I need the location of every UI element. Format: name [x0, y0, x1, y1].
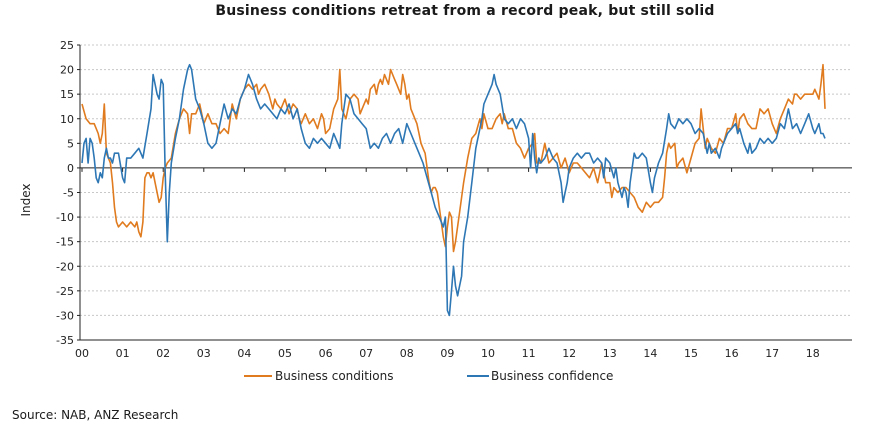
x-tick-label: 12 [562, 347, 576, 360]
x-tick-label: 14 [643, 347, 657, 360]
series-line-business-confidence [81, 63, 826, 317]
y-tick-label: -5 [63, 187, 74, 200]
series-line-business-conditions [81, 63, 826, 253]
x-tick-label: 10 [481, 347, 495, 360]
source-note: Source: NAB, ANZ Research [12, 408, 179, 422]
chart-title: Business conditions retreat from a recor… [215, 3, 715, 19]
y-tick-label: 25 [60, 39, 74, 52]
x-tick-label: 01 [116, 347, 130, 360]
x-tick-label: 03 [197, 347, 211, 360]
legend: Business conditions Business confidence [244, 369, 613, 383]
y-tick-label: -35 [56, 334, 74, 347]
x-tick-label: 07 [359, 347, 373, 360]
x-tick-label: 16 [725, 347, 739, 360]
y-tick-label: -20 [56, 260, 74, 273]
legend-label-business-conditions: Business conditions [275, 369, 393, 383]
x-tick-label: 05 [278, 347, 292, 360]
y-tick-labels: 25 20 15 10 5 0 -5 -10 -15 -20 -25 -30 -35 [56, 39, 74, 347]
y-tick-label: 20 [60, 64, 74, 77]
y-axis-label: Index [19, 183, 33, 216]
y-tick-label: -15 [56, 236, 74, 249]
x-tick-label: 02 [156, 347, 170, 360]
y-tick-label: -25 [56, 285, 74, 298]
y-tick-label: 5 [67, 137, 74, 150]
x-tick-label: 04 [237, 347, 251, 360]
y-tick-label: -30 [56, 309, 74, 322]
x-tick-label: 09 [440, 347, 454, 360]
x-tick-labels: 00 01 02 03 04 05 06 07 08 09 10 11 12 13 14 15 16 17 18 [75, 347, 820, 360]
gridlines [80, 44, 852, 341]
x-tick-label: 17 [765, 347, 779, 360]
x-tick-label: 08 [400, 347, 414, 360]
y-tick-label: 15 [60, 88, 74, 101]
x-tick-label: 00 [75, 347, 89, 360]
x-tick-label: 18 [806, 347, 820, 360]
y-tick-label: -10 [56, 211, 74, 224]
legend-label-business-confidence: Business confidence [491, 369, 613, 383]
x-tick-label: 15 [684, 347, 698, 360]
x-tick-label: 11 [522, 347, 536, 360]
y-tick-label: 0 [67, 162, 74, 175]
x-tick-label: 13 [603, 347, 617, 360]
y-tick-label: 10 [60, 113, 74, 126]
series-lines [81, 63, 826, 317]
x-tick-label: 06 [319, 347, 333, 360]
